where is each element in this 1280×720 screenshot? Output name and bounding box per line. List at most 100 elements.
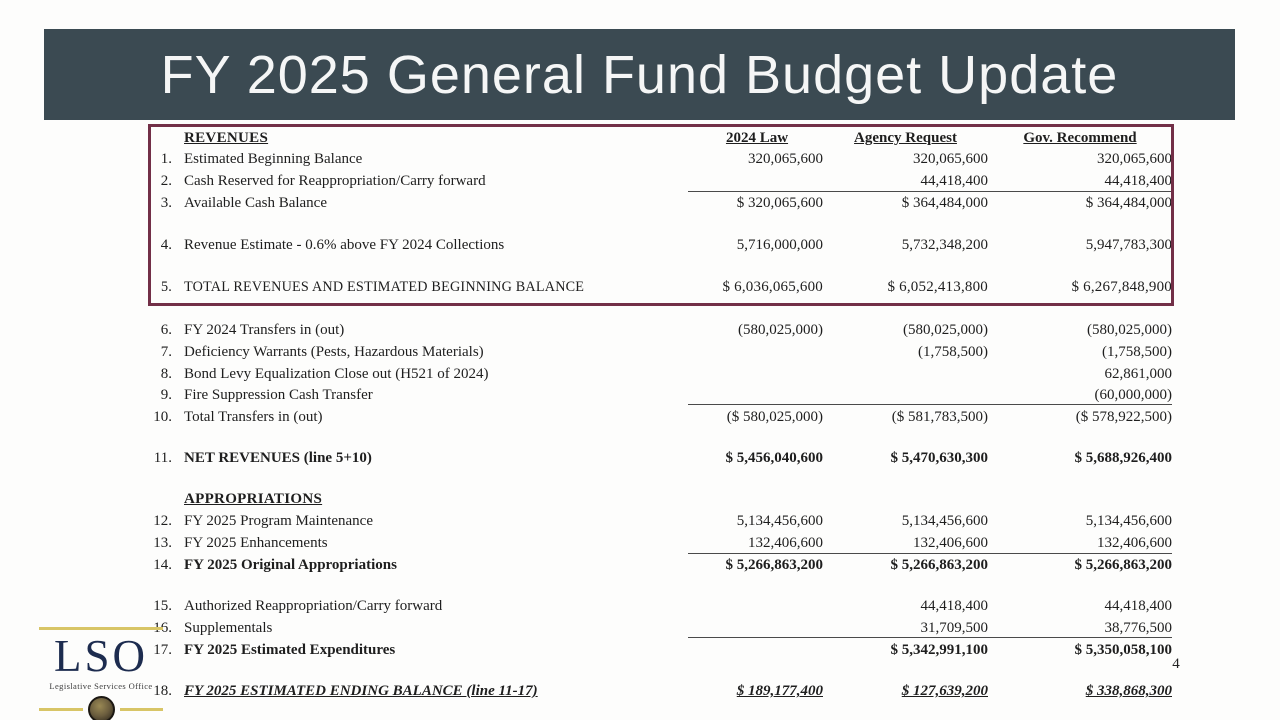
logo-acronym: LSO bbox=[53, 631, 148, 681]
row-number: 1. bbox=[160, 151, 172, 167]
row-label: Authorized Reappropriation/Carry forward bbox=[184, 598, 443, 614]
value-agency-request: $ 127,639,200 bbox=[901, 683, 988, 699]
value-agency-request: 44,418,400 bbox=[920, 173, 989, 189]
value-gov-recommend: 5,947,783,300 bbox=[1085, 237, 1172, 253]
value-agency-request: 320,065,600 bbox=[913, 151, 988, 167]
value-2024-law: (580,025,000) bbox=[738, 322, 823, 338]
column-header-2024-law: 2024 Law bbox=[725, 130, 789, 146]
table-row: 1. Estimated Beginning Balance 320,065,6… bbox=[148, 149, 1172, 169]
table-row-ending-balance: 18. FY 2025 ESTIMATED ENDING BALANCE (li… bbox=[148, 681, 1172, 701]
row-label: Supplementals bbox=[184, 620, 273, 636]
value-2024-law bbox=[691, 364, 823, 384]
row-number: 7. bbox=[160, 344, 172, 360]
section-heading-row: APPROPRIATIONS bbox=[148, 489, 1172, 509]
page-number: 4 bbox=[1172, 656, 1180, 672]
value-agency-request: $ 364,484,000 bbox=[901, 195, 988, 211]
row-label: Cash Reserved for Reappropriation/Carry … bbox=[184, 173, 486, 189]
value-agency-request bbox=[823, 364, 988, 384]
value-agency-request bbox=[823, 489, 988, 509]
section-heading-appropriations: APPROPRIATIONS bbox=[184, 491, 323, 507]
value-gov-recommend: (60,000,000) bbox=[1094, 387, 1173, 403]
value-2024-law: ($ 580,025,000) bbox=[726, 409, 823, 425]
row-number: 5. bbox=[160, 279, 172, 295]
value-gov-recommend: 5,134,456,600 bbox=[1085, 513, 1172, 529]
row-label: NET REVENUES (line 5+10) bbox=[184, 450, 372, 466]
value-gov-recommend: $ 338,868,300 bbox=[1085, 683, 1172, 699]
value-2024-law: 5,134,456,600 bbox=[736, 513, 823, 529]
row-number: 3. bbox=[160, 195, 172, 211]
value-2024-law: 5,716,000,000 bbox=[736, 237, 823, 253]
sum-rule bbox=[688, 404, 1172, 405]
row-label: FY 2025 Enhancements bbox=[184, 535, 328, 551]
slide-title: FY 2025 General Fund Budget Update bbox=[160, 44, 1119, 105]
section-heading-revenues: REVENUES bbox=[184, 130, 269, 146]
value-2024-law bbox=[691, 489, 823, 509]
row-number: 2. bbox=[160, 173, 172, 189]
row-number: 12. bbox=[153, 513, 172, 529]
row-label: Estimated Beginning Balance bbox=[184, 151, 363, 167]
logo-gold-rule-right bbox=[119, 708, 163, 711]
value-agency-request: 5,732,348,200 bbox=[901, 237, 988, 253]
column-header-gov-recommend: Gov. Recommend bbox=[1023, 130, 1137, 146]
value-2024-law: 320,065,600 bbox=[748, 151, 823, 167]
logo-seal-icon bbox=[87, 696, 115, 720]
table-row: 4. Revenue Estimate - 0.6% above FY 2024… bbox=[148, 235, 1172, 255]
row-label: Bond Levy Equalization Close out (H521 o… bbox=[184, 366, 489, 382]
table-row: 16. Supplementals 31,709,500 38,776,500 bbox=[148, 618, 1172, 638]
value-2024-law: $ 6,036,065,600 bbox=[722, 279, 823, 295]
row-label: FY 2025 Original Appropriations bbox=[184, 557, 397, 573]
table-header-row: REVENUES 2024 Law Agency Request Gov. Re… bbox=[148, 128, 1172, 148]
row-number: 6. bbox=[160, 322, 172, 338]
row-number: 4. bbox=[160, 237, 172, 253]
row-number bbox=[148, 128, 172, 148]
row-label: FY 2025 ESTIMATED ENDING BALANCE (line 1… bbox=[184, 683, 538, 699]
value-agency-request: 31,709,500 bbox=[920, 620, 989, 636]
value-agency-request: (1,758,500) bbox=[918, 344, 988, 360]
table-row-total-revenues: 5. TOTAL REVENUES AND ESTIMATED BEGINNIN… bbox=[148, 277, 1172, 297]
sum-rule bbox=[688, 637, 1172, 638]
row-label: FY 2025 Estimated Expenditures bbox=[184, 642, 396, 658]
value-2024-law bbox=[691, 596, 823, 616]
value-2024-law: $ 189,177,400 bbox=[736, 683, 823, 699]
value-gov-recommend: $ 5,688,926,400 bbox=[1074, 450, 1173, 466]
value-2024-law bbox=[691, 618, 823, 638]
value-2024-law bbox=[691, 385, 823, 405]
value-agency-request: $ 6,052,413,800 bbox=[887, 279, 988, 295]
value-gov-recommend: $ 5,350,058,100 bbox=[1074, 642, 1173, 658]
row-label: Available Cash Balance bbox=[184, 195, 327, 211]
logo-gold-rule-bottom bbox=[39, 696, 163, 720]
table-row: 8. Bond Levy Equalization Close out (H52… bbox=[148, 364, 1172, 384]
row-number: 17. bbox=[153, 642, 172, 658]
row-number: 15. bbox=[153, 598, 172, 614]
value-2024-law bbox=[691, 342, 823, 362]
logo-subtitle: Legislative Services Office bbox=[49, 681, 153, 691]
value-2024-law: 132,406,600 bbox=[748, 535, 823, 551]
value-gov-recommend: 44,418,400 bbox=[1104, 173, 1173, 189]
table-row: 9. Fire Suppression Cash Transfer (60,00… bbox=[148, 385, 1172, 405]
table-row: 3. Available Cash Balance $ 320,065,600 … bbox=[148, 193, 1172, 213]
value-gov-recommend: ($ 578,922,500) bbox=[1075, 409, 1172, 425]
value-gov-recommend: 320,065,600 bbox=[1097, 151, 1172, 167]
table-row: 13. FY 2025 Enhancements 132,406,600 132… bbox=[148, 533, 1172, 553]
table-row: 10. Total Transfers in (out) ($ 580,025,… bbox=[148, 407, 1172, 427]
row-number: 18. bbox=[153, 683, 172, 699]
value-agency-request: $ 5,266,863,200 bbox=[890, 557, 989, 573]
table-row: 2. Cash Reserved for Reappropriation/Car… bbox=[148, 171, 1172, 191]
table-row: 6. FY 2024 Transfers in (out) (580,025,0… bbox=[148, 320, 1172, 340]
value-agency-request: 132,406,600 bbox=[913, 535, 988, 551]
value-agency-request bbox=[823, 385, 988, 405]
value-agency-request: (580,025,000) bbox=[903, 322, 988, 338]
row-number: 14. bbox=[153, 557, 172, 573]
title-bar: FY 2025 General Fund Budget Update bbox=[44, 29, 1235, 120]
lso-logo: LSO Legislative Services Office bbox=[33, 627, 169, 720]
column-header-agency-request: Agency Request bbox=[854, 130, 957, 146]
row-label: FY 2024 Transfers in (out) bbox=[184, 322, 345, 338]
value-agency-request: ($ 581,783,500) bbox=[891, 409, 988, 425]
row-number: 13. bbox=[153, 535, 172, 551]
value-agency-request: $ 5,342,991,100 bbox=[890, 642, 989, 658]
row-label: Deficiency Warrants (Pests, Hazardous Ma… bbox=[184, 344, 484, 360]
logo-gold-rule-left bbox=[39, 708, 83, 711]
logo-gold-rule-top bbox=[39, 627, 163, 630]
table-row: 12. FY 2025 Program Maintenance 5,134,45… bbox=[148, 511, 1172, 531]
